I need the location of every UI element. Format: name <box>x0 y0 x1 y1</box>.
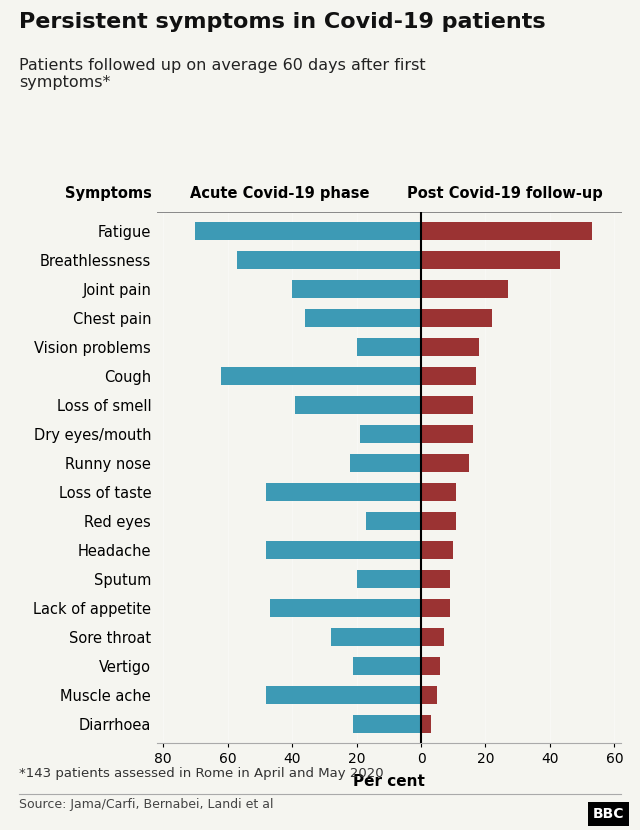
Bar <box>360 425 421 442</box>
Bar <box>266 483 421 500</box>
Bar <box>421 686 437 704</box>
Bar <box>421 251 559 269</box>
Bar <box>356 338 421 355</box>
Text: Persistent symptoms in Covid-19 patients: Persistent symptoms in Covid-19 patients <box>19 12 546 32</box>
Bar <box>421 396 472 413</box>
Text: Post Covid-19 follow-up: Post Covid-19 follow-up <box>407 186 603 201</box>
Bar <box>331 628 421 646</box>
Bar <box>195 222 421 240</box>
Bar <box>356 570 421 588</box>
Bar <box>421 512 456 530</box>
Bar <box>350 454 421 471</box>
Bar <box>353 657 421 675</box>
Text: Symptoms: Symptoms <box>65 186 152 201</box>
Text: Source: Jama/Carfi, Bernabei, Landi et al: Source: Jama/Carfi, Bernabei, Landi et a… <box>19 798 274 812</box>
Bar <box>421 570 450 588</box>
X-axis label: Per cent: Per cent <box>353 774 425 789</box>
Bar <box>421 338 479 355</box>
Bar <box>421 628 444 646</box>
Bar <box>266 541 421 559</box>
Bar <box>421 657 440 675</box>
Bar <box>269 599 421 617</box>
Text: BBC: BBC <box>593 807 624 821</box>
Bar <box>421 280 508 298</box>
Bar <box>292 280 421 298</box>
Bar <box>353 715 421 733</box>
Bar <box>266 686 421 704</box>
Text: Patients followed up on average 60 days after first
symptoms*: Patients followed up on average 60 days … <box>19 58 426 90</box>
Bar <box>421 222 592 240</box>
Bar <box>421 541 453 559</box>
Bar <box>421 367 476 384</box>
Text: Acute Covid-19 phase: Acute Covid-19 phase <box>190 186 369 201</box>
Bar <box>421 309 492 326</box>
Bar <box>421 425 472 442</box>
Bar <box>366 512 421 530</box>
Bar <box>421 599 450 617</box>
Bar <box>221 367 421 384</box>
Bar <box>237 251 421 269</box>
Bar <box>421 454 469 471</box>
Text: *143 patients assessed in Rome in April and May 2020: *143 patients assessed in Rome in April … <box>19 767 384 780</box>
Bar <box>295 396 421 413</box>
Bar <box>421 715 431 733</box>
Bar <box>421 483 456 500</box>
Bar <box>305 309 421 326</box>
